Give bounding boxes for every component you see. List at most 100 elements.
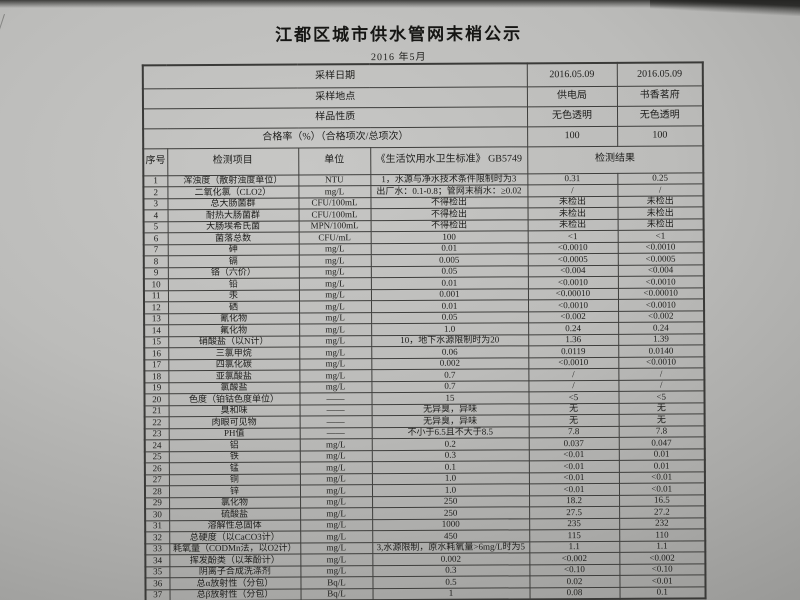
cell-standard: 3,水源限制，原水耗氧量>6mg/L时为5: [372, 541, 530, 554]
cell-standard: 不小于6.5且不大于8.5: [371, 426, 529, 439]
cell-result-1: 未检出: [527, 207, 618, 220]
cell-standard: 0.01: [370, 242, 528, 255]
cell-unit: NTU: [298, 174, 371, 187]
info-value-2: 2016.05.09: [616, 62, 703, 86]
cell-unit: ——: [299, 392, 372, 405]
cell-standard: 450: [372, 529, 530, 543]
cell-unit: mg/L: [300, 507, 373, 520]
cell-unit: Bq/L: [300, 588, 373, 600]
info-row: 采样日期 2016.05.09 2016.05.09: [142, 62, 703, 89]
cell-no: 17: [144, 359, 169, 371]
col-header-no: 序号: [143, 148, 168, 176]
cell-no: 8: [143, 255, 168, 268]
cell-standard: 100: [370, 230, 528, 244]
cell-item: 色度（铂钴色度单位）: [168, 393, 300, 406]
cell-item: PH值: [168, 427, 300, 440]
data-section: 1 浑浊度（散射浊度单位） NTU 1，水源与净水技术条件限制时为3 0.31 0.25 2…: [143, 172, 706, 600]
cell-result-1: <0.0005: [527, 253, 618, 266]
cell-result-2: 未检出: [617, 218, 704, 231]
cell-no: 35: [145, 566, 170, 578]
cell-result-2: 0.047: [618, 436, 705, 449]
info-value-2: 书香茗府: [616, 85, 703, 106]
info-value-2: 无色透明: [616, 105, 704, 126]
cell-unit: mg/L: [300, 519, 373, 532]
cell-no: 25: [144, 451, 169, 463]
cell-no: 18: [144, 370, 169, 383]
cell-unit: mg/L: [299, 473, 372, 486]
cell-item: 汞: [167, 289, 300, 302]
cell-result-1: /: [528, 379, 619, 392]
cell-standard: 1.0: [371, 472, 529, 485]
cell-item: 溶解性总固体: [169, 519, 301, 532]
cell-unit: mg/L: [300, 530, 373, 543]
cell-no: 30: [145, 508, 170, 521]
cell-result-1: <0.01: [528, 471, 619, 484]
cell-result-1: <0.004: [527, 264, 618, 277]
cell-result-2: 无: [618, 402, 705, 415]
header-section: 序号 检测项目 单位 《生活饮用水卫生标准》 GB5749 检测结果: [143, 145, 704, 176]
cell-item: 硫酸盐: [169, 508, 301, 521]
cell-result-2: 未检出: [617, 195, 704, 208]
cell-standard: 无异臭，异味: [371, 403, 529, 416]
cell-no: 23: [144, 428, 169, 440]
cell-result-1: 0.08: [529, 586, 620, 599]
cell-unit: ——: [299, 415, 372, 428]
cell-no: 37: [145, 589, 170, 600]
cell-unit: mg/L: [300, 542, 373, 555]
cell-no: 27: [144, 474, 169, 486]
cell-no: 28: [144, 485, 170, 498]
cell-unit: mg/L: [299, 312, 372, 325]
cell-standard: 0.001: [370, 288, 529, 301]
cell-result-2: <0.002: [619, 551, 706, 564]
cell-no: 13: [144, 313, 169, 325]
cell-standard: 0.1: [371, 460, 529, 474]
cell-standard: 出厂水：0.1-0.8；管网末梢水：≥0.02: [370, 184, 528, 198]
cell-unit: mg/L: [299, 438, 372, 451]
cell-standard: 0.3: [371, 449, 529, 462]
cell-standard: 0.06: [371, 345, 529, 359]
cell-unit: CFU/100mL: [298, 197, 371, 210]
cell-item: 四氯化碳: [168, 358, 300, 371]
info-value-1: 2016.05.09: [526, 62, 617, 87]
cell-standard: 1.0: [371, 483, 530, 497]
cell-result-1: 无: [528, 414, 619, 427]
cell-unit: mg/L: [300, 565, 373, 578]
cell-unit: ——: [299, 404, 372, 417]
cell-item: 耗氧量（CODMn法，以O2计）: [169, 542, 301, 555]
cell-item: 总α放射性（分包）: [169, 577, 301, 590]
cell-result-1: 7.8: [528, 425, 619, 438]
cell-item: 总β放射性（分包）: [169, 588, 301, 600]
cell-result-2: <5: [618, 390, 705, 403]
cell-unit: mg/L: [299, 358, 372, 371]
cell-item: 肉眼可见物: [168, 416, 300, 429]
col-header-result: 检测结果: [527, 145, 704, 174]
cell-no: 11: [143, 290, 169, 302]
cell-standard: 1.0: [371, 322, 529, 336]
cell-unit: Bq/L: [300, 576, 373, 589]
cell-result-2: 1.1: [619, 540, 706, 553]
cell-result-2: 0.25: [617, 172, 704, 185]
cell-result-2: <0.0005: [617, 252, 704, 265]
col-header-standard: 《生活饮用水卫生标准》 GB5749: [370, 146, 528, 175]
report-table: 采样日期 2016.05.09 2016.05.09 采样地点 供电局 书香茗府 样品性质无…: [141, 61, 707, 600]
cell-no: 6: [143, 232, 168, 245]
cell-standard: 0.005: [370, 253, 528, 267]
cell-standard: 15: [371, 391, 529, 405]
cell-standard: 0.002: [372, 552, 530, 566]
cell-item: 阴离子合成洗涤剂: [169, 565, 301, 578]
cell-result-1: <0.0010: [528, 356, 619, 369]
cell-unit: mg/L: [299, 335, 372, 348]
cell-result-2: <0.00010: [617, 287, 704, 300]
cell-no: 34: [145, 554, 170, 567]
cell-standard: 0.3: [372, 564, 530, 577]
info-label: 采样地点: [142, 86, 527, 109]
cell-standard: 1: [372, 587, 530, 600]
cell-unit: mg/L: [299, 381, 372, 394]
cell-no: 36: [145, 577, 170, 590]
cell-no: 9: [143, 267, 168, 279]
cell-result-2: <0.0010: [617, 241, 704, 254]
cell-item: 铅: [167, 278, 299, 291]
cell-result-1: 235: [529, 517, 620, 530]
cell-unit: mg/L: [299, 484, 373, 497]
